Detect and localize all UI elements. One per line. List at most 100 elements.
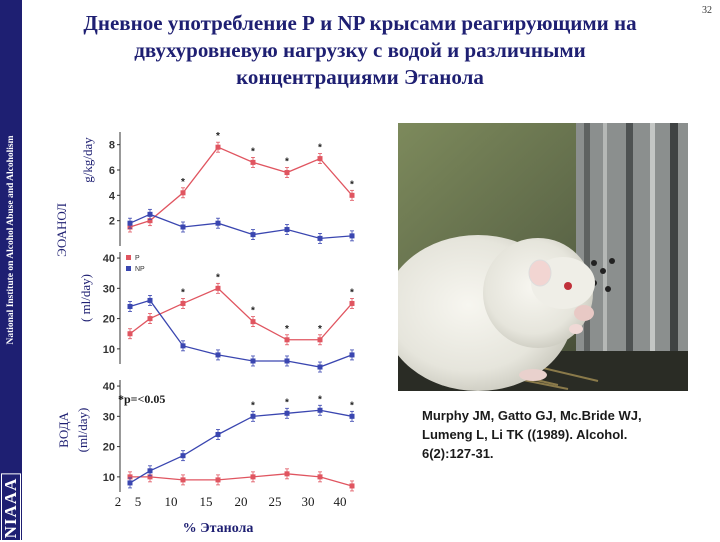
x-tick-label: 25: [269, 494, 282, 509]
data-point-P: [349, 300, 355, 306]
y-tick-label: 40: [103, 381, 115, 393]
series-line-P: [130, 473, 353, 487]
data-point-NP: [147, 297, 153, 303]
significance-star: *: [251, 146, 255, 157]
significance-star: *: [216, 131, 220, 142]
data-point-NP: [127, 480, 133, 486]
data-point-P: [180, 190, 186, 196]
data-point-NP: [250, 413, 256, 419]
series-line-NP: [129, 213, 353, 240]
citation: Murphy JM, Gatto GJ, Mc.Bride WJ, Lumeng…: [422, 406, 692, 463]
significance-star: *: [251, 306, 255, 317]
data-point-P: [349, 483, 355, 489]
data-point-NP: [349, 413, 355, 419]
data-point-P: [250, 474, 256, 480]
series-line-P: [129, 287, 353, 341]
data-point-NP: [180, 343, 186, 349]
y-tick-label: 8: [109, 140, 115, 152]
page-title: Дневное употребление Р и NP крысами реаг…: [30, 10, 690, 91]
data-point-NP: [250, 232, 256, 238]
data-point-NP: [284, 410, 290, 416]
y-tick-label: 30: [103, 283, 115, 295]
y-tick-label: 6: [109, 165, 115, 177]
data-point-NP: [317, 235, 323, 241]
data-point-NP: [147, 468, 153, 474]
data-point-NP: [127, 303, 133, 309]
x-tick-label: 30: [302, 494, 315, 509]
legend-label-P: P: [135, 255, 140, 262]
y-tick-label: 4: [109, 190, 116, 202]
data-point-P: [180, 300, 186, 306]
data-point-NP: [147, 211, 153, 217]
data-point-P: [317, 474, 323, 480]
data-point-P: [147, 474, 153, 480]
significance-star: *: [285, 157, 289, 168]
data-point-P: [147, 316, 153, 322]
data-point-P: [349, 192, 355, 198]
significance-star: *: [285, 324, 289, 335]
ethanol-intake-panel: 2 4 6 8 * * * * * * P NP: [109, 131, 355, 273]
y-tick-label: 2: [109, 216, 115, 228]
significance-star: *: [318, 394, 322, 405]
significance-note: *p=<0.05: [118, 392, 165, 406]
title-line-3: концентрациями Этанола: [236, 65, 484, 89]
significance-star: *: [350, 400, 354, 411]
data-point-P: [147, 218, 153, 224]
significance-star: *: [350, 287, 354, 298]
significance-star: *: [318, 324, 322, 335]
y-tick-label: 20: [103, 442, 115, 454]
significance-star: *: [181, 287, 185, 298]
page-number: 32: [702, 5, 712, 16]
series-line-NP: [129, 299, 353, 368]
data-point-NP: [349, 352, 355, 358]
legend-label-NP: NP: [135, 266, 145, 273]
data-point-NP: [349, 233, 355, 239]
title-line-2: двухуровневую нагрузку с водой и различн…: [134, 38, 586, 62]
data-point-NP: [180, 224, 186, 230]
citation-line-3: 6(2):127-31.: [422, 446, 494, 461]
y-tick-label: 10: [103, 472, 115, 484]
data-point-NP: [127, 220, 133, 226]
citation-line-2: Lumeng L, Li TK ((1989). Alcohol.: [422, 427, 628, 442]
data-point-P: [250, 159, 256, 165]
data-point-P: [215, 477, 221, 483]
legend-swatch-NP: [126, 266, 131, 271]
data-point-NP: [317, 407, 323, 413]
x-tick-label: 2: [115, 494, 122, 509]
data-point-P: [317, 337, 323, 343]
data-point-NP: [215, 352, 221, 358]
significance-star: *: [251, 400, 255, 411]
citation-line-1: Murphy JM, Gatto GJ, Mc.Bride WJ,: [422, 408, 642, 423]
significance-star: *: [285, 397, 289, 408]
data-point-NP: [284, 358, 290, 364]
x-tick-label: 15: [200, 494, 213, 509]
volume-intake-panel: 10 20 30 40 * * * * * *: [103, 252, 355, 373]
water-intake-panel: 10 20 30 40 * * * *: [103, 380, 355, 492]
x-tick-label: 40: [334, 494, 347, 509]
data-point-NP: [284, 227, 290, 233]
y-tick-label: 30: [103, 411, 115, 423]
data-point-P: [127, 331, 133, 337]
data-point-P: [215, 285, 221, 291]
data-point-P: [250, 319, 256, 325]
data-point-P: [317, 156, 323, 162]
legend-swatch-P: [126, 255, 131, 260]
series-line-NP: [129, 409, 353, 484]
data-point-NP: [180, 453, 186, 459]
significance-star: *: [318, 143, 322, 154]
chart-legend: P NP: [126, 255, 145, 273]
data-point-P: [127, 474, 133, 480]
y-tick-label: 10: [103, 344, 115, 356]
data-point-P: [284, 337, 290, 343]
significance-star: *: [181, 177, 185, 188]
data-point-NP: [215, 220, 221, 226]
significance-star: *: [350, 179, 354, 190]
y-tick-label: 40: [103, 253, 115, 265]
x-axis-label: % Этанола: [183, 521, 254, 536]
data-point-P: [215, 144, 221, 150]
title-line-1: Дневное употребление Р и NP крысами реаг…: [83, 11, 637, 35]
data-point-P: [284, 170, 290, 176]
data-point-NP: [250, 358, 256, 364]
data-point-NP: [215, 431, 221, 437]
